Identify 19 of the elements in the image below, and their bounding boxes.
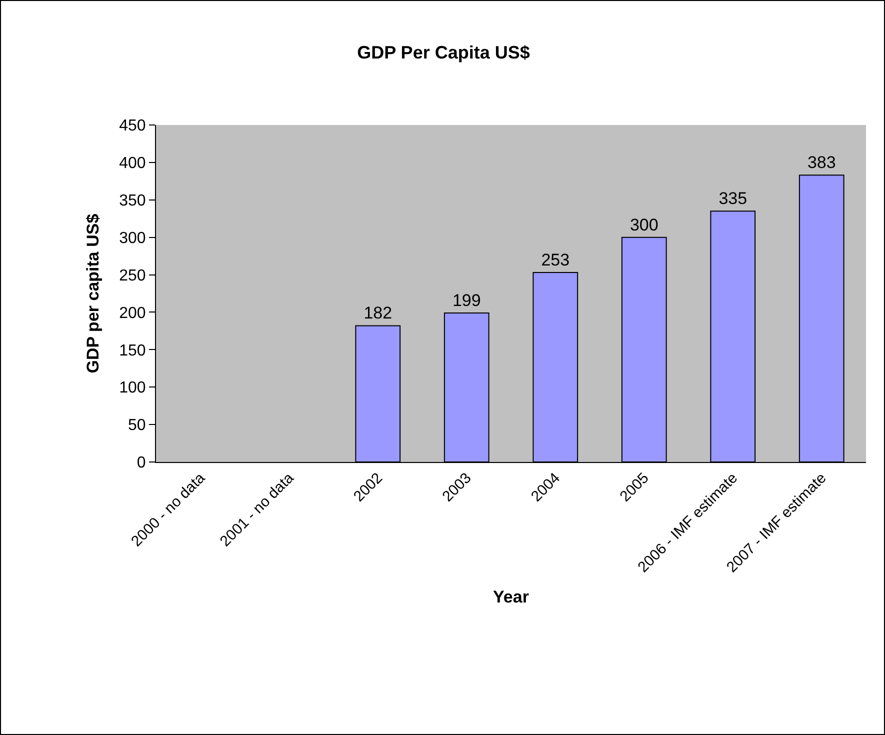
data-label: 383: [807, 153, 836, 172]
data-label: 253: [541, 250, 570, 270]
y-tick-label: 300: [119, 230, 146, 247]
y-axis-title: GDP per capita US$: [84, 213, 103, 374]
y-tick-label: 250: [119, 267, 146, 284]
y-tick-label: 450: [119, 118, 146, 135]
data-label: 199: [452, 290, 481, 310]
data-label: 182: [364, 304, 392, 323]
data-label: 300: [630, 215, 658, 234]
y-tick-label: 50: [128, 417, 146, 434]
y-tick-label: 400: [119, 155, 146, 172]
y-tick-label: 0: [136, 454, 146, 472]
y-tick-label: 200: [119, 304, 146, 322]
data-label: 335: [718, 189, 748, 208]
y-tick-label: 150: [119, 342, 146, 360]
y-tick-label: 100: [119, 380, 146, 397]
x-axis-title: Year: [493, 587, 530, 606]
y-tick-label: 350: [119, 192, 146, 210]
chart-title: GDP Per Capita US$: [357, 42, 530, 63]
